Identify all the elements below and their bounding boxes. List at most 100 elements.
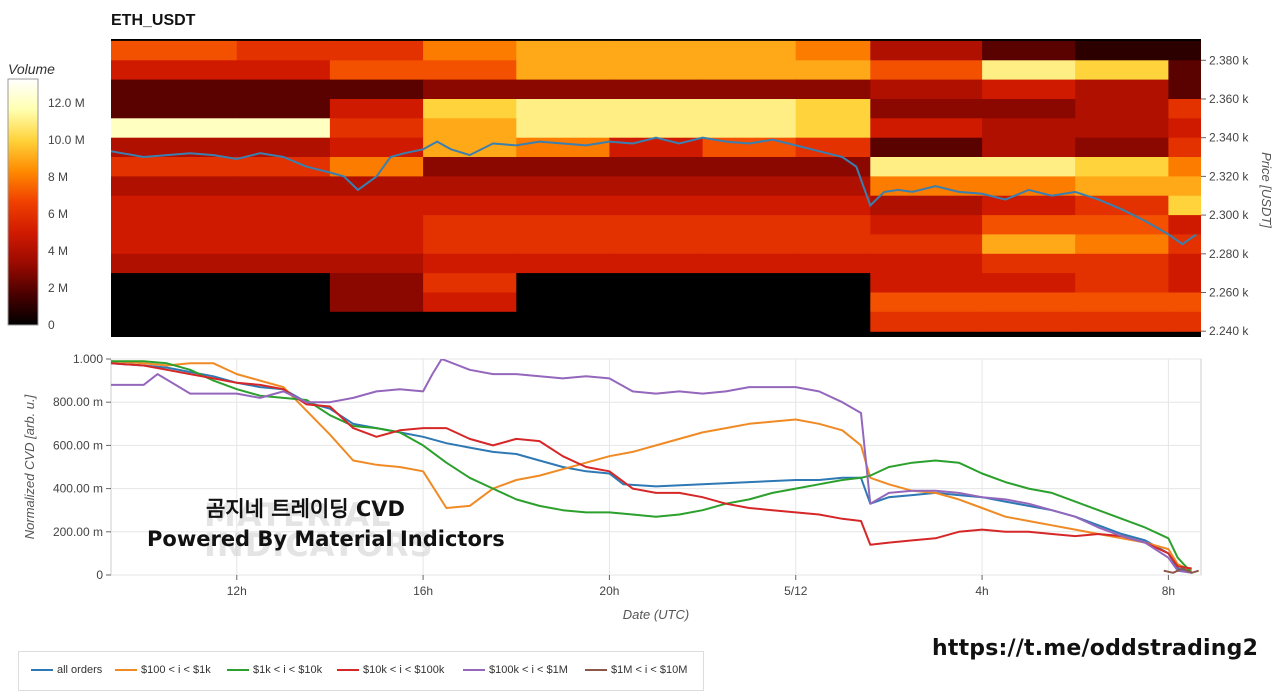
legend-item-1m-10m[interactable]: $1M < i < $10M <box>585 664 687 676</box>
heatmap-cell <box>111 79 238 100</box>
heatmap-cell <box>329 60 424 81</box>
heatmap-cell <box>609 215 704 236</box>
heatmap-cell <box>1168 137 1201 158</box>
heatmap-cell <box>329 137 424 158</box>
heatmap-cell <box>982 253 1076 274</box>
heatmap-cell <box>1168 176 1201 197</box>
heatmap-cell <box>870 40 983 61</box>
cvd-y-tick-label: 600.00 m <box>53 438 103 452</box>
heatmap-cell <box>423 40 517 61</box>
heatmap-cell <box>423 234 517 255</box>
heatmap-cell <box>609 195 704 216</box>
watermark-line-2: INDICATORS <box>204 526 434 564</box>
heatmap-cell <box>795 311 871 332</box>
heatmap-cell <box>1075 292 1169 313</box>
heatmap-cell <box>1168 195 1201 216</box>
heatmap-y-tick-label: 2.300 k <box>1209 208 1249 222</box>
heatmap-cell <box>1168 253 1201 274</box>
overlay-title: 곰지네 트레이딩 CVD <box>206 497 405 521</box>
heatmap-cell <box>870 137 983 158</box>
heatmap-cell <box>236 60 331 81</box>
heatmap-cell <box>111 137 238 158</box>
heatmap-cell <box>1168 118 1201 139</box>
heatmap-cell <box>702 234 797 255</box>
heatmap-cell <box>111 215 238 236</box>
cvd-y-tick-label: 400.00 m <box>53 482 103 496</box>
cvd-series-1k-i-10k <box>111 360 1193 574</box>
heatmap-cell <box>702 137 797 158</box>
heatmap-cell <box>329 311 424 332</box>
legend-item-10k-100k[interactable]: $10k < i < $100k <box>337 664 444 676</box>
heatmap-cell <box>1075 99 1169 119</box>
heatmap-y-axis-title: Price [USDT] <box>1259 152 1274 228</box>
colorbar-tick-label: 0 <box>48 318 55 332</box>
heatmap-cell <box>516 60 611 81</box>
heatmap-cell <box>795 176 871 197</box>
heatmap-cell <box>870 118 983 139</box>
cvd-y-tick-label: 0 <box>96 568 103 582</box>
legend-item-100k-1m[interactable]: $100k < i < $1M <box>463 664 568 676</box>
heatmap-y-tick-label: 2.320 k <box>1209 169 1249 183</box>
cvd-y-axis-title: Normalized CVD [arb. u.] <box>22 394 37 539</box>
price-line <box>111 136 1197 246</box>
cvd-series-100-i-1k <box>111 360 1193 572</box>
colorbar: Volume 12.0 M 10.0 M 8 M 6 M 4 M 2 M 0 <box>7 61 85 332</box>
heatmap-cell <box>236 176 331 197</box>
heatmap-cell <box>111 292 238 313</box>
legend-item-100-1k[interactable]: $100 < i < $1k <box>115 664 211 676</box>
heatmap-cell <box>609 176 704 197</box>
material-indicators-watermark: MATERIAL INDICATORS <box>118 499 434 564</box>
heatmap-cell <box>702 176 797 197</box>
heatmap-cell <box>870 195 983 216</box>
heatmap-cell <box>609 79 704 100</box>
cvd-x-tick-label: 16h <box>413 584 433 598</box>
legend-label: $1M < i < $10M <box>611 664 688 676</box>
heatmap-cell <box>1075 273 1169 294</box>
heatmap-cell <box>111 195 238 216</box>
heatmap-cell <box>423 176 517 197</box>
heatmap-cell <box>982 99 1076 119</box>
heatmap-y-tick-label: 2.240 k <box>1209 324 1249 338</box>
heatmap-cell <box>111 157 238 177</box>
heatmap-cell <box>1075 157 1169 177</box>
heatmap-cell <box>982 60 1076 81</box>
colorbar-tick-label: 2 M <box>48 281 68 295</box>
heatmap-cell <box>516 157 611 177</box>
heatmap-cell <box>516 195 611 216</box>
cvd-x-tick-label: 12h <box>227 584 247 598</box>
legend-swatch <box>463 669 485 672</box>
heatmap-cell <box>423 253 517 274</box>
heatmap-cell <box>516 215 611 236</box>
heatmap-y-tick-label: 2.360 k <box>1209 92 1249 106</box>
heatmap-cell <box>982 40 1076 61</box>
heatmap-cell <box>609 253 704 274</box>
legend-item-1k-10k[interactable]: $1k < i < $10k <box>227 664 322 676</box>
heatmap-cell <box>423 215 517 236</box>
cvd-series-100k-i-1m <box>111 359 1192 574</box>
heatmap-cell <box>702 273 797 294</box>
heatmap-cell <box>236 99 331 119</box>
heatmap-cell <box>609 60 704 81</box>
heatmap-cell <box>795 195 871 216</box>
heatmap-cell <box>1075 176 1169 197</box>
heatmap-cell <box>1075 40 1169 61</box>
heatmap-cell <box>329 40 424 61</box>
heatmap-cells <box>111 40 1201 332</box>
legend-item-all-orders[interactable]: all orders <box>31 664 102 676</box>
heatmap-cell <box>236 253 331 274</box>
heatmap-cell <box>702 79 797 100</box>
heatmap-cell <box>795 137 871 158</box>
heatmap-cell <box>236 195 331 216</box>
telegram-link[interactable]: https://t.me/oddstrading2 <box>932 636 1259 661</box>
heatmap-cell <box>1075 79 1169 100</box>
heatmap-cell <box>982 157 1076 177</box>
heatmap-cell <box>1075 195 1169 216</box>
heatmap-cell <box>702 99 797 119</box>
heatmap-cell <box>236 273 331 294</box>
cvd-y-ticks: 1.000 800.00 m 600.00 m 400.00 m 200.00 m 0 <box>53 352 111 582</box>
heatmap-cell <box>516 292 611 313</box>
heatmap-cell <box>795 99 871 119</box>
heatmap-cell <box>795 253 871 274</box>
cvd-series-10k-i-100k <box>111 362 1192 570</box>
